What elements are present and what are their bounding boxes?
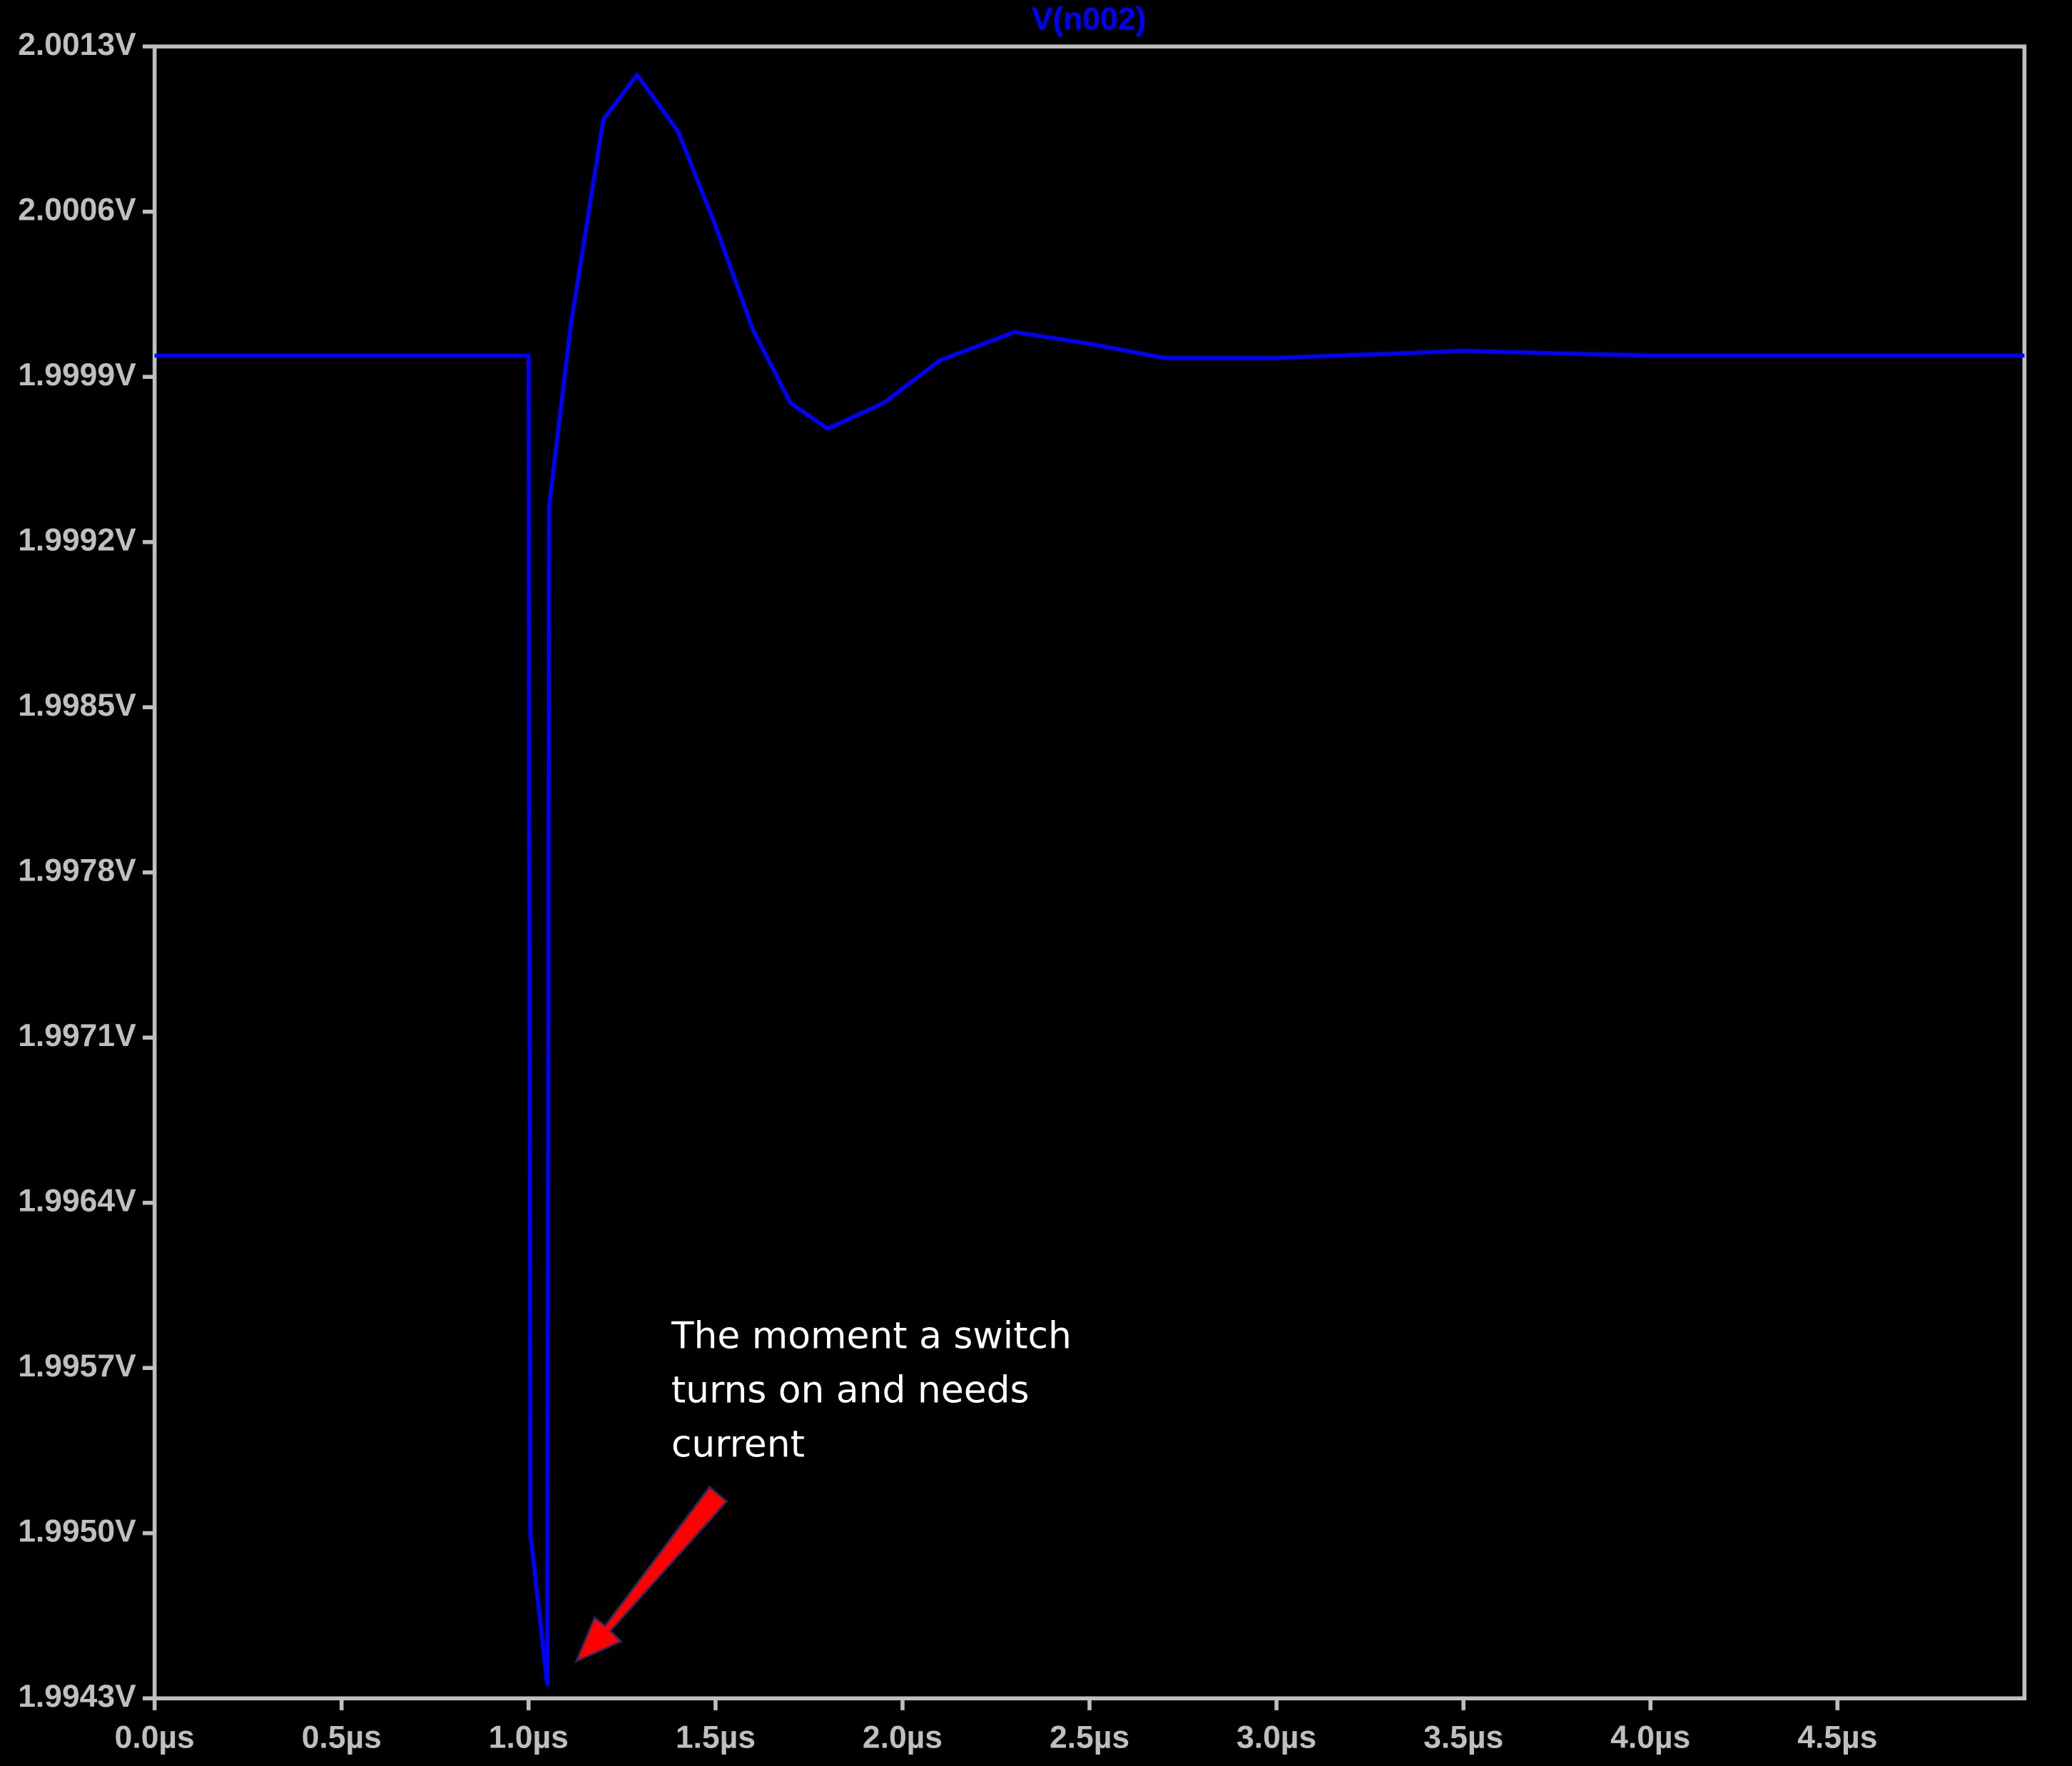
- annotation-box: The moment a switch turns on and needs c…: [671, 1314, 1072, 1466]
- chart-title: V(n002): [1032, 2, 1147, 37]
- x-tick-label: 2.0µs: [863, 1720, 943, 1755]
- line-series: [154, 73, 2025, 1687]
- y-tick-label: 1.9999V: [18, 357, 136, 392]
- x-tick-label: 2.5µs: [1050, 1720, 1129, 1755]
- x-tick-label: 0.5µs: [302, 1720, 382, 1755]
- annotation-arrow: [574, 1485, 728, 1664]
- y-tick-label: 1.9992V: [18, 522, 136, 557]
- y-tick-label: 1.9950V: [18, 1513, 136, 1548]
- x-tick-label: 1.5µs: [676, 1720, 756, 1755]
- y-tick-label: 2.0006V: [18, 192, 136, 227]
- y-tick-label: 1.9971V: [18, 1018, 136, 1053]
- y-tick-label: 1.9957V: [18, 1349, 136, 1384]
- x-tick-label: 3.5µs: [1423, 1720, 1503, 1755]
- y-tick-label: 1.9985V: [18, 688, 136, 723]
- x-tick-label: 4.0µs: [1610, 1720, 1690, 1755]
- y-tick-label: 2.0013V: [18, 27, 136, 62]
- x-tick-label: 1.0µs: [489, 1720, 569, 1755]
- x-tick-label: 4.5µs: [1797, 1720, 1877, 1755]
- x-tick-label: 3.0µs: [1236, 1720, 1316, 1755]
- annotation: The moment a switch turns on and needs c…: [671, 1314, 1072, 1466]
- y-tick-label: 1.9943V: [18, 1679, 136, 1714]
- x-tick-label: 0.0µs: [115, 1720, 195, 1755]
- y-tick-label: 1.9978V: [18, 853, 136, 888]
- y-tick-label: 1.9964V: [18, 1183, 136, 1218]
